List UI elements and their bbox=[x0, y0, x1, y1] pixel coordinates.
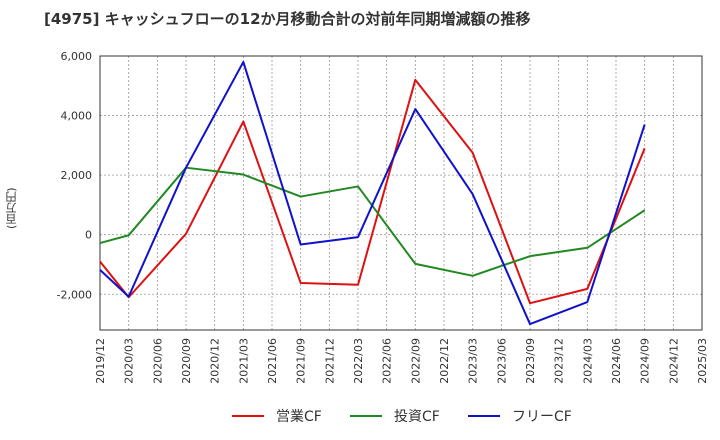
x-tick-label: 2024/06 bbox=[610, 338, 623, 384]
x-tick-label: 2020/09 bbox=[180, 338, 193, 384]
plot-frame bbox=[99, 55, 703, 331]
x-tick-label: 2020/12 bbox=[209, 338, 222, 384]
legend: 営業CF 投資CF フリーCF bbox=[232, 409, 572, 425]
series-lines bbox=[99, 60, 646, 326]
y-tick-label: -2,000 bbox=[57, 288, 92, 301]
x-tick-label: 2021/09 bbox=[295, 338, 308, 384]
x-tick-label: 2021/06 bbox=[266, 338, 279, 384]
x-tick-label: 2023/06 bbox=[495, 338, 508, 384]
x-tick-label: 2019/12 bbox=[94, 338, 107, 384]
x-tick-label: 2024/03 bbox=[581, 338, 594, 384]
x-tick-label: 2024/09 bbox=[639, 338, 652, 384]
x-tick-label: 2025/03 bbox=[696, 338, 709, 384]
y-tick-label: 2,000 bbox=[61, 169, 93, 182]
y-tick-label: 4,000 bbox=[61, 110, 93, 123]
x-tick-label: 2021/12 bbox=[323, 338, 336, 384]
y-tick-label: 6,000 bbox=[61, 50, 93, 63]
x-tick-labels: 2019/12 2020/03 2020/06 2020/09 2020/12 2021/… bbox=[94, 338, 709, 384]
x-tick-label: 2020/06 bbox=[151, 338, 164, 384]
x-tick-label: 2022/06 bbox=[381, 338, 394, 384]
y-tick-labels: -2,000 0 2,000 4,000 6,000 bbox=[57, 50, 92, 301]
x-tick-label: 2022/03 bbox=[352, 338, 365, 384]
x-tick-label: 2023/12 bbox=[553, 338, 566, 384]
legend-label: 投資CF bbox=[394, 409, 440, 425]
legend-label: 営業CF bbox=[276, 409, 322, 425]
x-tick-label: 2023/03 bbox=[467, 338, 480, 384]
x-tick-label: 2022/12 bbox=[438, 338, 451, 384]
legend-label: フリーCF bbox=[512, 409, 572, 425]
x-tick-label: 2020/03 bbox=[123, 338, 136, 384]
x-tick-label: 2022/09 bbox=[409, 338, 422, 384]
x-tick-label: 2024/12 bbox=[667, 338, 680, 384]
series-line bbox=[99, 78, 646, 305]
series-line bbox=[99, 60, 646, 326]
y-tick-label: 0 bbox=[85, 229, 92, 242]
x-tick-label: 2021/03 bbox=[237, 338, 250, 384]
grid bbox=[100, 55, 702, 330]
chart-title: [4975] キャッシュフローの12か月移動合計の対前年同期増減額の推移 bbox=[44, 10, 531, 28]
x-tick-label: 2023/09 bbox=[524, 338, 537, 384]
series-line bbox=[99, 166, 646, 277]
